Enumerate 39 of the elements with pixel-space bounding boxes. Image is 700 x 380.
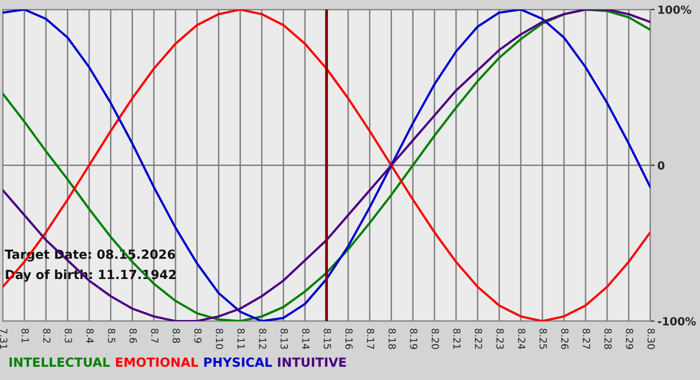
x-tick-label: 8.29 <box>626 328 634 350</box>
x-tick-label: 8.1 <box>22 328 29 343</box>
text: INTELLECTUAL <box>10 357 110 367</box>
y-tick-label: 0 <box>658 161 664 170</box>
x-tick-label: 8.27 <box>582 328 590 349</box>
y-tick-label: 100% <box>658 5 692 14</box>
x-tick-label: 8.6 <box>129 328 137 343</box>
x-tick-label: 8.19 <box>410 328 418 350</box>
x-tick-label: 8.8 <box>172 328 180 343</box>
y-tick-label: -100% <box>658 317 696 326</box>
line-series <box>2 10 650 322</box>
x-tick-label: 8.13 <box>280 328 288 349</box>
text: EMOTIONAL <box>116 357 198 367</box>
x-tick-label: 8.12 <box>258 328 266 349</box>
x-tick-label: 8.17 <box>366 328 374 349</box>
text: INTUITIVE <box>278 358 346 367</box>
x-tick-label: 8.30 <box>647 328 655 350</box>
x-tick-label: 8.4 <box>86 328 94 343</box>
x-tick-label: 8.7 <box>151 328 158 343</box>
x-tick-label: 8.21 <box>453 328 461 349</box>
x-tick-label: 8.24 <box>518 328 526 350</box>
x-tick-label: 8.2 <box>43 328 50 343</box>
x-tick-label: 8.25 <box>540 328 547 349</box>
x-tick-label: 8.9 <box>194 328 202 343</box>
x-tick-label: 8.22 <box>474 328 482 349</box>
x-tick-label: 7.31 <box>0 328 8 349</box>
x-tick-label: 8.18 <box>388 328 396 350</box>
x-tick-label: 8.16 <box>345 328 353 350</box>
x-tick-label: 8.20 <box>432 328 439 350</box>
x-tick-label: 8.15 <box>324 328 332 349</box>
text: PHYSICAL <box>204 357 272 367</box>
x-tick-label: 8.3 <box>64 328 72 343</box>
x-tick-label: 8.23 <box>496 328 504 349</box>
x-tick-label: 8.14 <box>302 328 310 350</box>
x-tick-label: 8.10 <box>216 328 224 350</box>
x-tick-label: 8.28 <box>604 328 612 350</box>
x-tick-label: 8.5 <box>108 328 116 343</box>
x-tick-label: 8.26 <box>561 328 568 350</box>
x-tick-label: 8.11 <box>237 328 245 349</box>
